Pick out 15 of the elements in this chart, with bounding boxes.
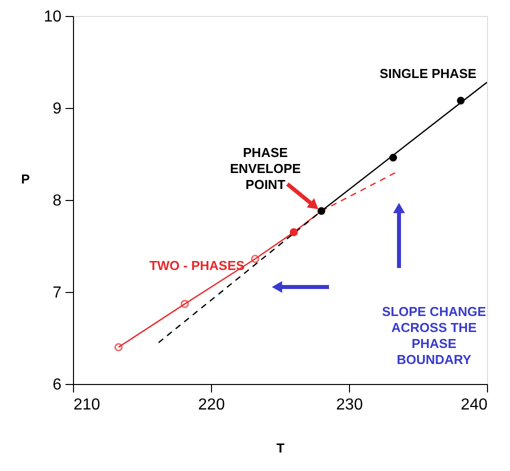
x-tick-label: 230 (336, 396, 363, 414)
annotation: SLOPE CHANGE ACROSS THE PHASE BOUNDARY (382, 304, 486, 367)
x-tick-label: 220 (198, 396, 225, 414)
annotation: SINGLE PHASE (380, 66, 477, 81)
y-tick-label: 6 (52, 376, 62, 394)
y-axis-title: P (21, 172, 30, 186)
y-tick-label: 10 (44, 8, 62, 26)
annotation: PHASE ENVELOPE POINT (230, 145, 302, 192)
y-tick-label: 8 (52, 192, 62, 210)
x-axis-title: T (276, 440, 285, 456)
x-tick-label: 240 (460, 396, 488, 414)
y-tick-label: 9 (52, 100, 62, 118)
x-tick-label: 210 (74, 396, 100, 414)
annotation: TWO - PHASES (149, 258, 245, 273)
y-tick-label: 7 (52, 284, 62, 302)
